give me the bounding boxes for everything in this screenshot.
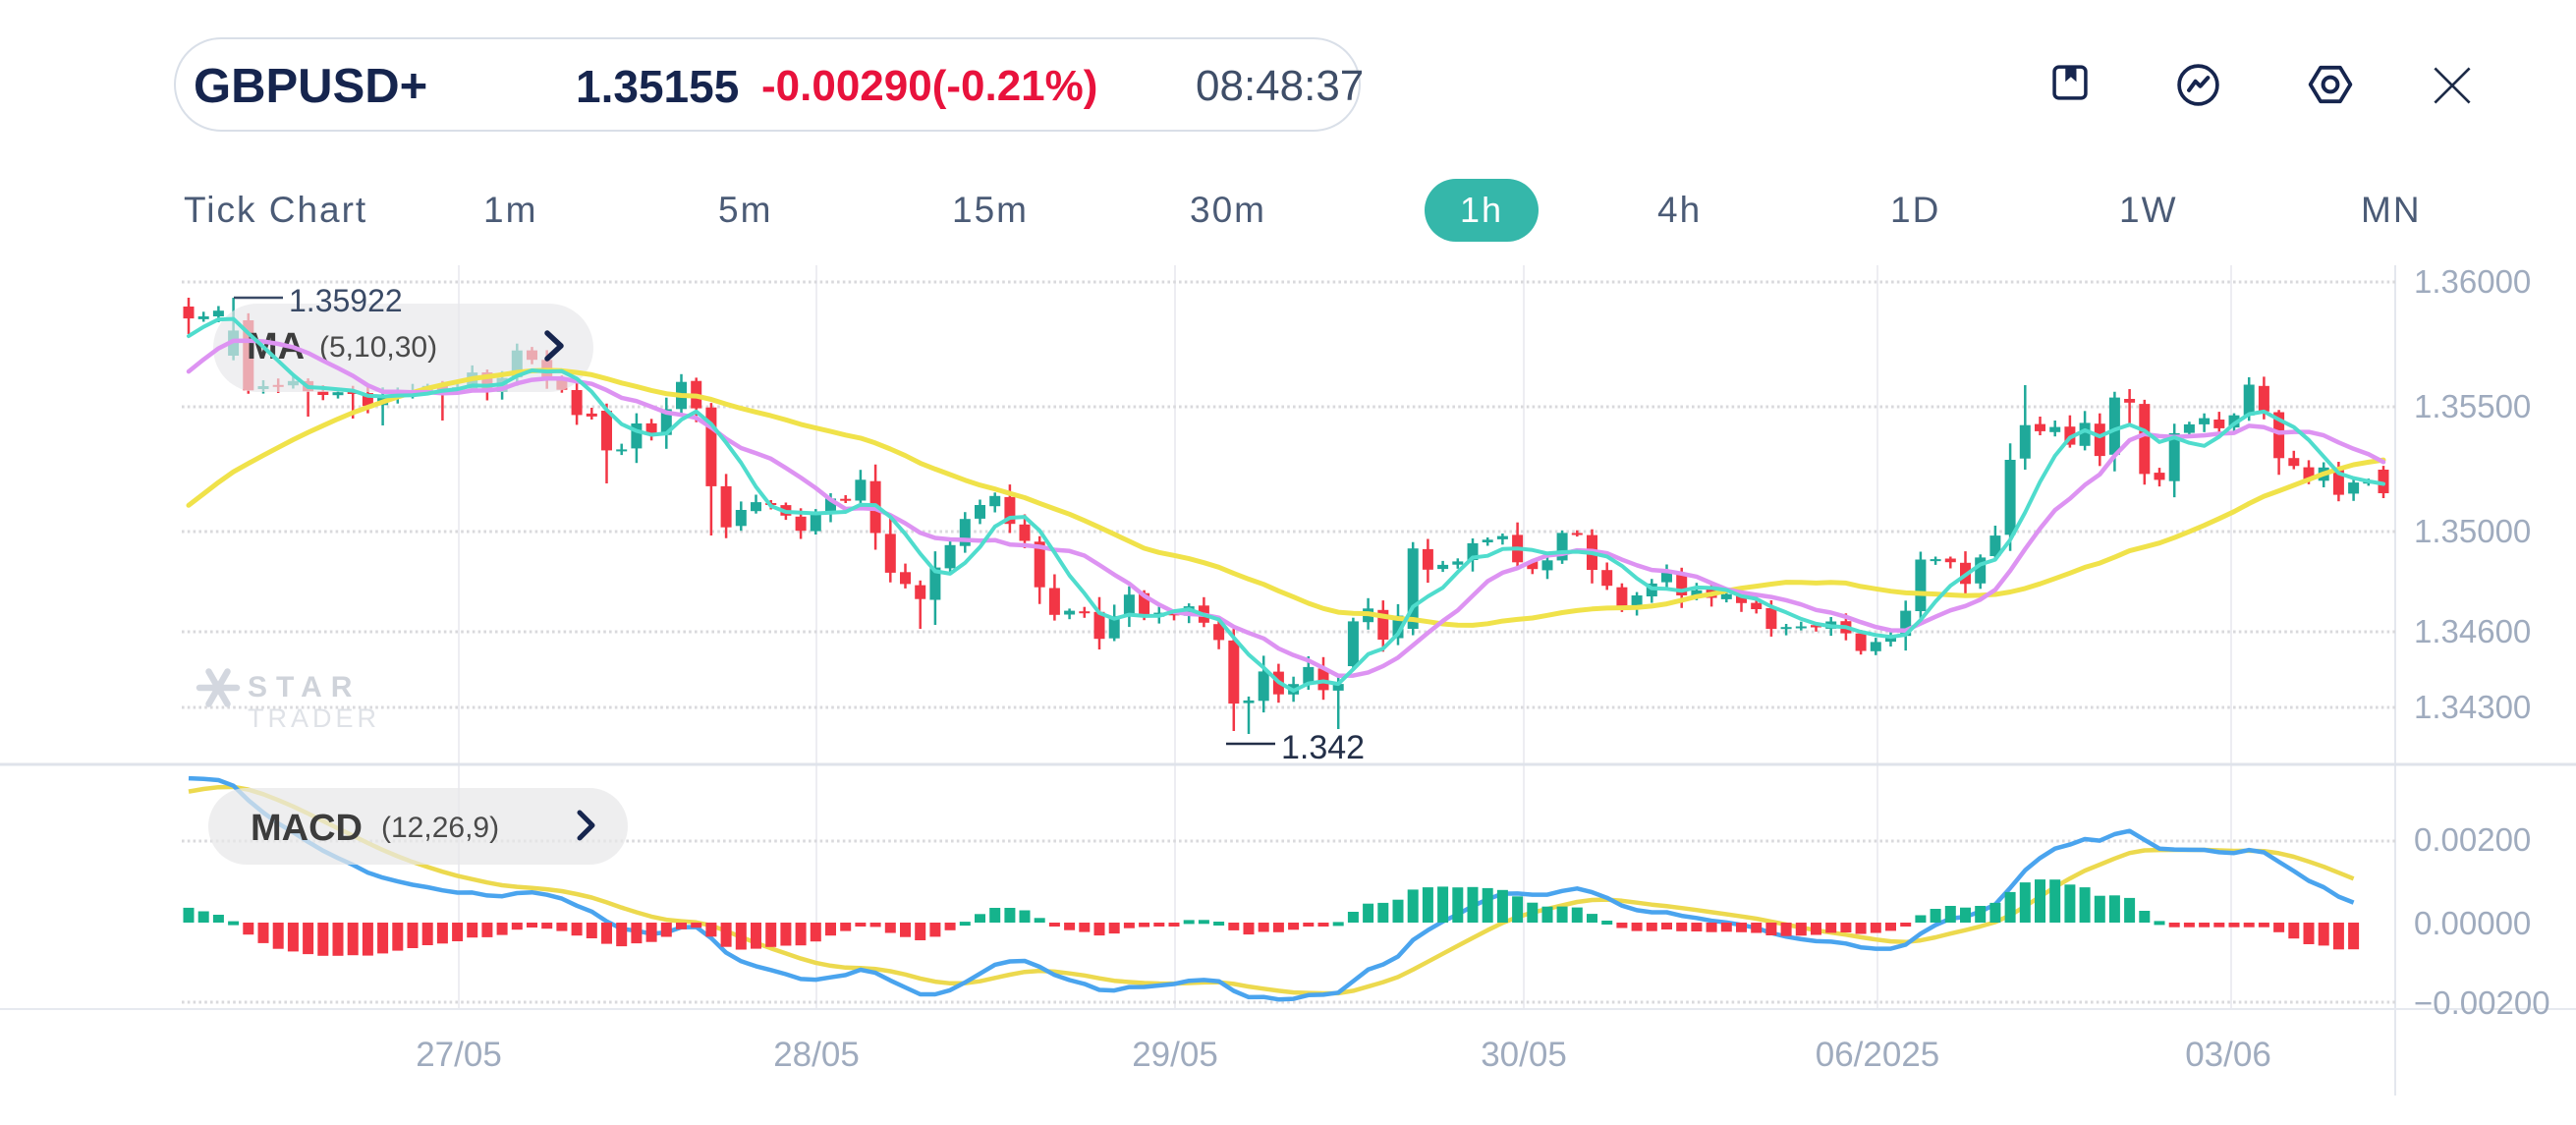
svg-text:1.34600: 1.34600 [2414, 613, 2531, 649]
svg-text:−0.00200: −0.00200 [2414, 984, 2550, 1021]
svg-text:0.00000: 0.00000 [2414, 905, 2531, 941]
svg-text:29/05: 29/05 [1132, 1036, 1218, 1074]
svg-text:06/2025: 06/2025 [1816, 1036, 1940, 1074]
svg-text:0.00200: 0.00200 [2414, 821, 2531, 858]
svg-text:(12,26,9): (12,26,9) [381, 812, 499, 844]
svg-text:1.35500: 1.35500 [2414, 388, 2531, 424]
svg-text:30/05: 30/05 [1481, 1036, 1567, 1074]
svg-text:(5,10,30): (5,10,30) [319, 331, 437, 364]
svg-text:STAR: STAR [248, 671, 361, 703]
svg-text:1.36000: 1.36000 [2414, 263, 2531, 300]
svg-text:28/05: 28/05 [773, 1036, 860, 1074]
svg-text:1.34300: 1.34300 [2414, 689, 2531, 725]
svg-text:MACD: MACD [251, 808, 363, 849]
svg-text:1.342: 1.342 [1281, 729, 1365, 766]
svg-text:03/06: 03/06 [2185, 1036, 2271, 1074]
svg-text:1.35922: 1.35922 [289, 283, 403, 318]
svg-text:1.35000: 1.35000 [2414, 513, 2531, 549]
svg-text:27/05: 27/05 [416, 1036, 502, 1074]
svg-text:TRADER: TRADER [248, 703, 380, 733]
